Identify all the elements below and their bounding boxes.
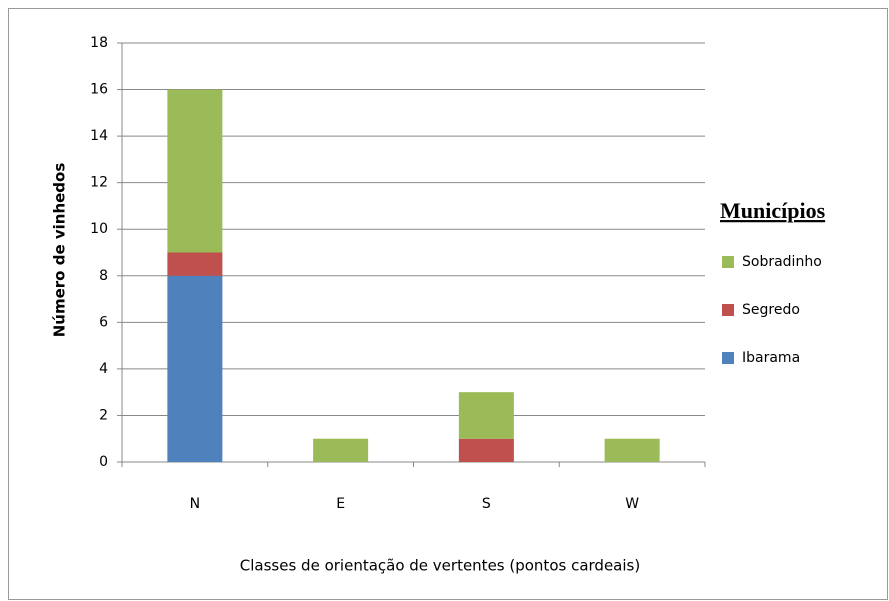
x-tick-label: W <box>625 496 639 512</box>
y-tick-label: 6 <box>99 314 108 330</box>
bar-segment <box>167 89 223 253</box>
y-tick-label: 0 <box>99 454 108 470</box>
legend-label: Segredo <box>742 302 800 318</box>
y-tick-label: 4 <box>99 361 108 377</box>
x-tick-label: E <box>336 496 345 512</box>
y-tick-label: 18 <box>90 35 108 51</box>
bar-segment <box>604 438 660 462</box>
y-axis-label: Número de vinhedos <box>51 163 69 338</box>
bar-segment <box>167 275 223 462</box>
legend-label: Sobradinho <box>742 254 822 270</box>
x-axis-label: Classes de orientação de vertentes (pont… <box>240 557 640 575</box>
x-tick-label: N <box>190 496 200 512</box>
y-tick-label: 8 <box>99 268 108 284</box>
y-tick-label: 10 <box>90 221 108 237</box>
legend-title: Municípios <box>720 198 826 223</box>
legend-swatch <box>722 256 734 268</box>
legend-label: Ibarama <box>742 350 800 366</box>
chart-frame <box>8 8 888 600</box>
y-tick-label: 14 <box>90 128 108 144</box>
x-tick-label: S <box>482 496 491 512</box>
legend-swatch <box>722 304 734 316</box>
bar-segment <box>458 438 514 462</box>
y-tick-label: 12 <box>90 175 108 191</box>
y-tick-label: 2 <box>99 407 108 423</box>
bar-segment <box>313 438 369 462</box>
y-tick-label: 16 <box>90 82 108 98</box>
bar-segment <box>167 252 223 276</box>
legend-swatch <box>722 352 734 364</box>
bar-segment <box>458 392 514 439</box>
